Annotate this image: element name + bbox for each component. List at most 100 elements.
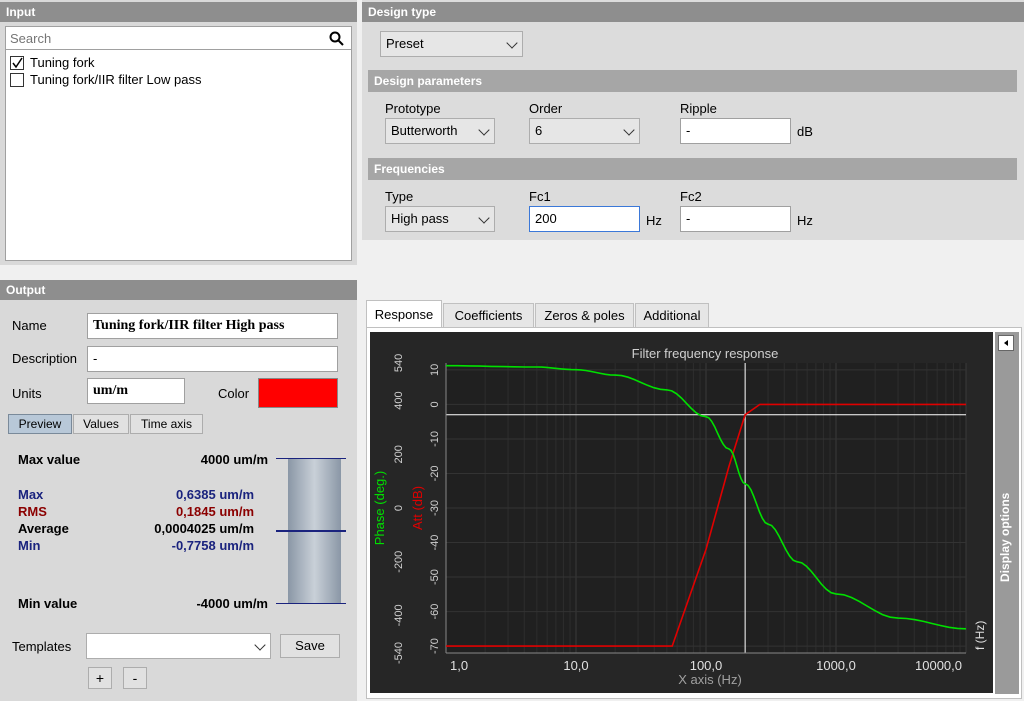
ripple-field[interactable]: -	[680, 118, 791, 144]
fc1-unit: Hz	[646, 213, 662, 228]
freq-type-value: High pass	[391, 211, 449, 226]
chevron-down-icon	[478, 124, 490, 136]
display-options-panel[interactable]: Display options	[995, 332, 1019, 694]
checkbox[interactable]	[10, 56, 24, 70]
chevron-down-icon	[254, 639, 266, 651]
rms-stat: 0,1845 um/m	[175, 504, 254, 519]
remove-template-button[interactable]: -	[123, 667, 147, 689]
x-tick-label: 1,0	[450, 658, 468, 673]
name-label: Name	[12, 318, 47, 333]
phase-series-line	[446, 364, 967, 630]
frequencies-header: Frequencies	[368, 158, 1017, 180]
att-tick-label: 10	[429, 364, 441, 376]
att-tick-label: -10	[429, 431, 441, 447]
list-item[interactable]: Tuning fork/IIR filter Low pass	[10, 72, 340, 88]
chevron-down-icon	[506, 37, 518, 49]
triangle-left-icon	[1004, 340, 1008, 346]
search-icon[interactable]	[329, 31, 344, 46]
templates-select[interactable]	[86, 633, 271, 659]
phase-tick-label: -200	[393, 551, 405, 573]
color-swatch[interactable]	[258, 378, 338, 408]
order-value: 6	[535, 123, 543, 138]
freq-type-select[interactable]: High pass	[385, 206, 495, 232]
x-tick-label: 100,0	[690, 658, 723, 673]
min-stat: -0,7758 um/m	[171, 538, 254, 553]
vertical-splitter[interactable]	[357, 0, 362, 701]
phase-tick-label: 0	[393, 505, 405, 511]
min-value-label: Min value	[18, 596, 78, 611]
phase-tick-label: -540	[393, 642, 405, 664]
range-min-line	[276, 603, 346, 604]
input-list-panel: Tuning fork Tuning fork/IIR filter Low p…	[5, 26, 352, 261]
prototype-label: Prototype	[385, 101, 441, 116]
min-value: -4000 um/m	[196, 596, 268, 611]
tab-zeros-poles[interactable]: Zeros & poles	[535, 303, 634, 327]
save-button[interactable]: Save	[280, 634, 340, 658]
rms-label: RMS	[18, 504, 47, 519]
phase-tick-label: 200	[393, 445, 405, 463]
max-label: Max	[18, 487, 44, 502]
tab-time-axis[interactable]: Time axis	[130, 414, 203, 434]
list-item-label: Tuning fork/IIR filter Low pass	[30, 72, 202, 87]
x-tick-label: 10000,0	[915, 658, 962, 673]
x-tick-label: 10,0	[563, 658, 588, 673]
max-value: 4000 um/m	[200, 452, 268, 467]
series-group	[446, 364, 967, 647]
ripple-unit: dB	[797, 124, 813, 139]
collapse-button[interactable]	[998, 335, 1014, 351]
prototype-select[interactable]: Butterworth	[385, 118, 495, 144]
output-header: Output	[0, 280, 357, 300]
fc2-field[interactable]: -	[680, 206, 791, 232]
average-stat: 0,0004025 um/m	[154, 521, 254, 536]
add-template-button[interactable]: +	[88, 667, 112, 689]
units-label: Units	[12, 386, 42, 401]
frequency-response-chart[interactable]: Filter frequency response 10 0 -10 -20 -30 -4…	[370, 332, 993, 693]
range-max-line	[276, 458, 346, 459]
name-field[interactable]: Tuning fork/IIR filter High pass	[87, 313, 338, 339]
att-tick-label: -40	[429, 535, 441, 551]
search-input[interactable]	[6, 27, 351, 50]
prototype-value: Butterworth	[391, 123, 458, 138]
phase-tick-label: 400	[393, 391, 405, 409]
tab-response[interactable]: Response	[366, 300, 442, 328]
tab-additional[interactable]: Additional	[635, 303, 709, 327]
description-field[interactable]: -	[87, 346, 338, 372]
order-label: Order	[529, 101, 563, 116]
x-tick-label: 1000,0	[816, 658, 856, 673]
x-unit-label: f (Hz)	[973, 621, 987, 650]
att-tick-label: -60	[429, 604, 441, 620]
design-type-select[interactable]: Preset	[380, 31, 523, 57]
x-axis-label: X axis (Hz)	[678, 672, 742, 687]
tab-values[interactable]: Values	[73, 414, 129, 434]
range-mid-line	[276, 530, 346, 532]
y-att-label: Att (dB)	[410, 486, 425, 530]
display-options-label: Display options	[998, 492, 1012, 582]
att-tick-label: -70	[429, 638, 441, 654]
order-select[interactable]: 6	[529, 118, 640, 144]
att-tick-label: -20	[429, 466, 441, 482]
y-phase-label: Phase (deg.)	[372, 471, 387, 545]
checkbox[interactable]	[10, 73, 24, 87]
min-label: Min	[18, 538, 41, 553]
list-item[interactable]: Tuning fork	[10, 55, 340, 71]
units-field[interactable]: um/m	[87, 378, 185, 404]
axis-ticks: 10 0 -10 -20 -30 -40 -50 -60 -70 540 400 200 0 -200 -4…	[393, 354, 966, 673]
chevron-down-icon	[478, 212, 490, 224]
att-tick-label: 0	[429, 401, 441, 407]
input-header: Input	[0, 2, 357, 22]
max-value-label: Max value	[18, 452, 81, 467]
tab-coefficients[interactable]: Coefficients	[443, 303, 534, 327]
att-tick-label: -30	[429, 500, 441, 516]
chart-title: Filter frequency response	[632, 346, 779, 361]
ripple-label: Ripple	[680, 101, 717, 116]
color-label: Color	[218, 386, 250, 401]
chevron-down-icon	[623, 124, 635, 136]
tab-preview[interactable]: Preview	[8, 414, 72, 434]
checkmark-icon	[12, 57, 23, 69]
fc1-field[interactable]: 200	[529, 206, 640, 232]
list-item-label: Tuning fork	[30, 55, 95, 70]
max-stat: 0,6385 um/m	[175, 487, 254, 502]
fc1-label: Fc1	[529, 189, 551, 204]
phase-tick-label: 540	[393, 354, 405, 372]
average-label: Average	[18, 521, 69, 536]
